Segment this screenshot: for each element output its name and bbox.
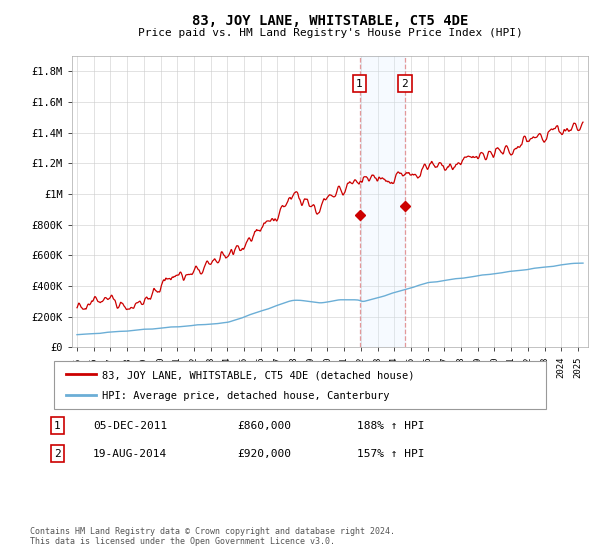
Text: Price paid vs. HM Land Registry's House Price Index (HPI): Price paid vs. HM Land Registry's House … xyxy=(137,29,523,39)
Text: 2: 2 xyxy=(401,78,408,88)
Text: HPI: Average price, detached house, Canterbury: HPI: Average price, detached house, Cant… xyxy=(102,391,389,402)
Text: 157% ↑ HPI: 157% ↑ HPI xyxy=(357,449,425,459)
Text: 05-DEC-2011: 05-DEC-2011 xyxy=(93,421,167,431)
Text: 2: 2 xyxy=(54,449,61,459)
Text: 83, JOY LANE, WHITSTABLE, CT5 4DE: 83, JOY LANE, WHITSTABLE, CT5 4DE xyxy=(192,14,468,28)
Text: 1: 1 xyxy=(54,421,61,431)
Text: 188% ↑ HPI: 188% ↑ HPI xyxy=(357,421,425,431)
Text: 19-AUG-2014: 19-AUG-2014 xyxy=(93,449,167,459)
Bar xyxy=(359,56,405,347)
Text: £860,000: £860,000 xyxy=(237,421,291,431)
Text: Contains HM Land Registry data © Crown copyright and database right 2024.
This d: Contains HM Land Registry data © Crown c… xyxy=(30,526,395,546)
Text: 83, JOY LANE, WHITSTABLE, CT5 4DE (detached house): 83, JOY LANE, WHITSTABLE, CT5 4DE (detac… xyxy=(102,371,415,381)
Text: 1: 1 xyxy=(356,78,363,88)
Text: £920,000: £920,000 xyxy=(237,449,291,459)
